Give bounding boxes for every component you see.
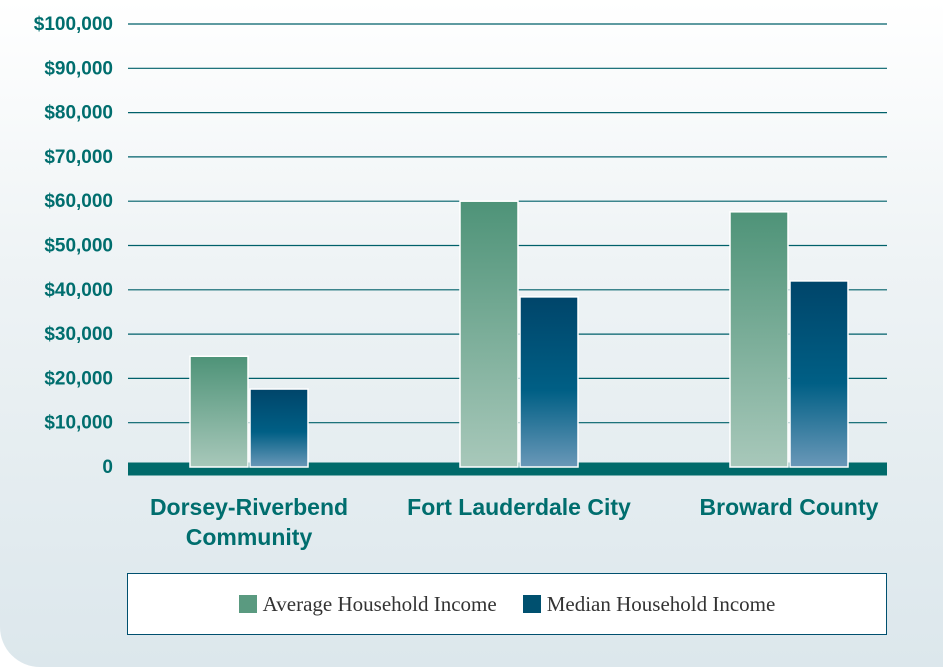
legend: Average Household Income Median Household…: [127, 573, 887, 635]
bar: [729, 211, 789, 468]
y-tick-label: $60,000: [44, 191, 113, 212]
bar: [249, 388, 309, 468]
legend-swatch: [238, 595, 257, 613]
legend-swatch: [522, 595, 541, 613]
y-tick-label: $80,000: [44, 103, 113, 124]
legend-label: Average Household Income: [262, 591, 497, 616]
y-tick-label: $30,000: [44, 324, 113, 345]
bar: [789, 280, 849, 468]
legend-label: Median Household Income: [546, 591, 776, 616]
x-tick-label: Fort Lauderdale City: [407, 494, 631, 520]
y-tick-label: $10,000: [44, 413, 113, 434]
bar: [459, 200, 519, 468]
y-tick-label: $70,000: [44, 147, 113, 168]
y-tick-label: $50,000: [44, 236, 113, 257]
y-tick-label: $100,000: [34, 14, 113, 35]
legend-item: Median Household Income: [522, 591, 776, 617]
y-tick-label: $40,000: [44, 280, 113, 301]
bar: [519, 296, 579, 468]
legend-item: Average Household Income: [238, 591, 497, 617]
bar: [189, 355, 249, 468]
x-tick-label: Broward County: [699, 494, 879, 520]
y-tick-label: 0: [102, 457, 113, 478]
y-tick-label: $20,000: [44, 368, 113, 389]
x-tick-label: Dorsey-Riverbend Community: [149, 494, 349, 550]
y-tick-label: $90,000: [44, 58, 113, 79]
